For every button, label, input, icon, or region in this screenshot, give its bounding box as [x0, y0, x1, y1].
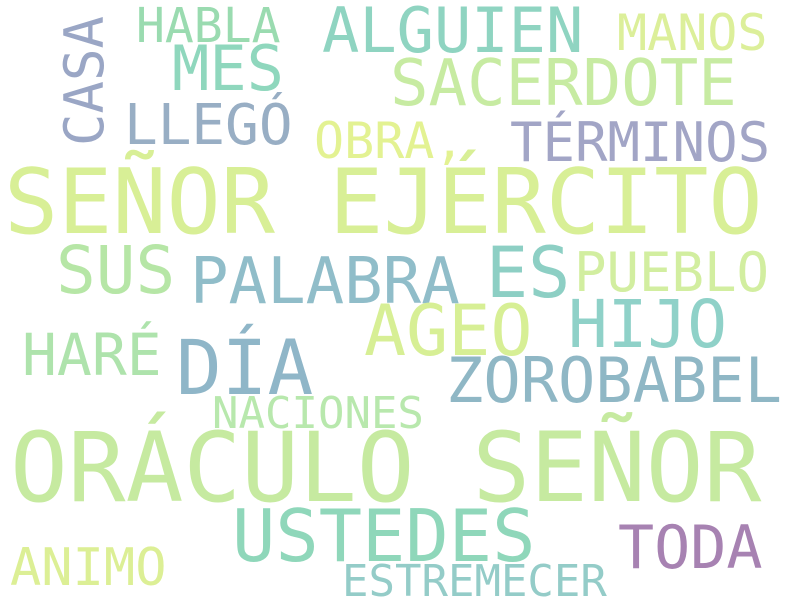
- word-alguien: ALGUIEN: [322, 0, 584, 67]
- word-animo: ANIMO: [10, 538, 167, 598]
- word-casa: CASA: [53, 15, 116, 146]
- word-mes: MES: [172, 32, 284, 105]
- word-hijo: HIJO: [568, 286, 727, 363]
- word-sacerdote: SACERDOTE: [390, 47, 737, 121]
- word-dia: DÍA: [176, 323, 314, 412]
- word-palabra: PALABRA: [190, 245, 460, 319]
- word-zorobabel: ZOROBABEL: [446, 344, 782, 417]
- word-oraculo-senor: ORÁCULO SEÑOR: [10, 412, 762, 524]
- word-ustedes: USTEDES: [232, 494, 536, 578]
- word-sus: SUS: [56, 232, 176, 309]
- word-habla: HABLA: [136, 0, 281, 54]
- word-es: ES: [486, 232, 571, 314]
- word-senor-ejercito: SEÑOR EJÉRCITO: [4, 150, 763, 255]
- word-estremecer: ESTREMECER: [342, 556, 607, 600]
- word-manos: MANOS: [617, 4, 768, 62]
- word-naciones: NACIONES: [212, 388, 424, 439]
- word-toda: TODA: [618, 513, 763, 583]
- word-llego: LLEGÓ: [124, 93, 293, 158]
- word-pueblo: PUEBLO: [574, 241, 770, 304]
- word-ageo: AGEO: [364, 290, 533, 372]
- word-obra: OBRA,: [314, 112, 465, 170]
- word-terminos: TÉRMINOS: [510, 111, 771, 174]
- word-hare: HARÉ: [22, 321, 162, 389]
